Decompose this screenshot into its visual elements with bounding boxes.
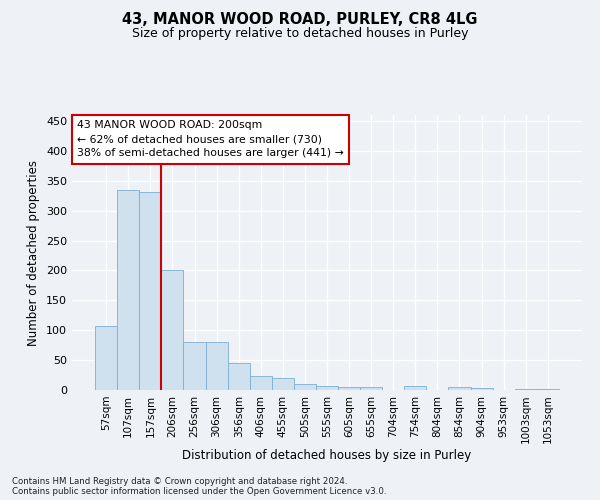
Y-axis label: Number of detached properties: Number of detached properties: [28, 160, 40, 346]
Text: 43, MANOR WOOD ROAD, PURLEY, CR8 4LG: 43, MANOR WOOD ROAD, PURLEY, CR8 4LG: [122, 12, 478, 28]
Text: 43 MANOR WOOD ROAD: 200sqm
← 62% of detached houses are smaller (730)
38% of sem: 43 MANOR WOOD ROAD: 200sqm ← 62% of deta…: [77, 120, 344, 158]
Bar: [338, 387, 360, 390]
Bar: [227, 362, 250, 390]
Bar: [139, 192, 161, 390]
Bar: [272, 378, 294, 390]
Bar: [206, 342, 227, 390]
Bar: [470, 388, 493, 390]
Bar: [360, 387, 382, 390]
Bar: [316, 386, 338, 390]
Text: Size of property relative to detached houses in Purley: Size of property relative to detached ho…: [132, 28, 468, 40]
X-axis label: Distribution of detached houses by size in Purley: Distribution of detached houses by size …: [182, 449, 472, 462]
Bar: [404, 386, 427, 390]
Bar: [294, 384, 316, 390]
Bar: [537, 389, 559, 390]
Bar: [95, 326, 117, 390]
Bar: [448, 387, 470, 390]
Text: Contains public sector information licensed under the Open Government Licence v3: Contains public sector information licen…: [12, 487, 386, 496]
Bar: [161, 270, 184, 390]
Bar: [515, 389, 537, 390]
Bar: [184, 342, 206, 390]
Bar: [250, 376, 272, 390]
Text: Contains HM Land Registry data © Crown copyright and database right 2024.: Contains HM Land Registry data © Crown c…: [12, 477, 347, 486]
Bar: [117, 190, 139, 390]
